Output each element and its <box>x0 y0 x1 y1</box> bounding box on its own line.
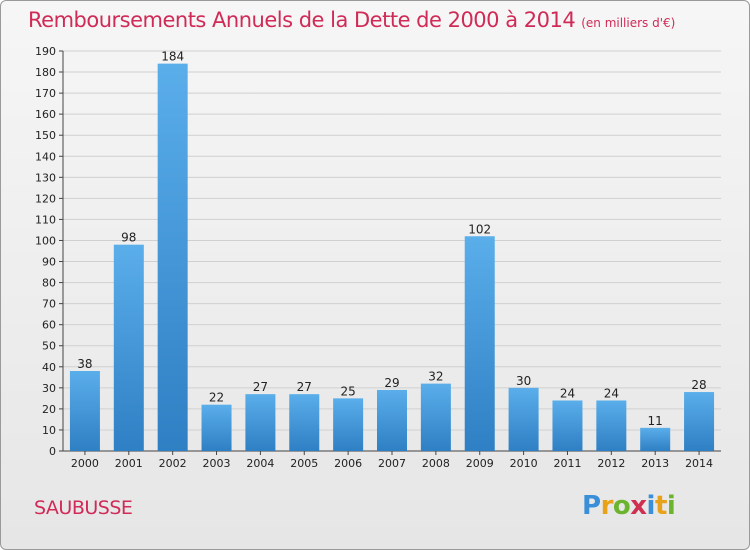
data-label: 27 <box>297 380 312 394</box>
logo-letter: P <box>582 491 601 521</box>
x-tick-label: 2008 <box>422 457 450 470</box>
logo-letter: t <box>654 491 667 521</box>
data-label: 25 <box>340 384 355 398</box>
y-tick-label: 0 <box>49 445 56 458</box>
labels: 2000 38 2001 98 2002 184 2003 22 2004 27 2005 27 200… <box>71 50 713 470</box>
data-label: 184 <box>161 50 184 64</box>
x-tick-label: 2010 <box>510 457 538 470</box>
data-label: 24 <box>560 386 575 400</box>
y-tick-label: 190 <box>35 45 56 58</box>
data-label: 98 <box>121 231 136 245</box>
y-tick-label: 180 <box>35 66 56 79</box>
x-tick-label: 2014 <box>685 457 713 470</box>
logo-letter: i <box>666 491 676 521</box>
y-tick-label: 40 <box>42 361 56 374</box>
data-label: 38 <box>77 357 92 371</box>
bar <box>552 400 583 451</box>
y-tick-label: 130 <box>35 171 56 184</box>
y-tick-label: 50 <box>42 340 56 353</box>
data-label: 28 <box>691 378 706 392</box>
bar <box>640 427 671 451</box>
chart-title: Remboursements Annuels de la Dette de 20… <box>28 8 675 32</box>
y-tick-label: 90 <box>42 256 56 269</box>
y-tick-label: 110 <box>35 213 56 226</box>
commune-name: SAUBUSSE <box>34 497 133 519</box>
proxiti-logo: Proxiti <box>582 491 676 521</box>
data-label: 11 <box>648 414 663 428</box>
logo-letter: o <box>612 491 631 521</box>
data-label: 32 <box>428 370 443 384</box>
x-tick-label: 2001 <box>115 457 143 470</box>
data-label: 27 <box>253 380 268 394</box>
x-tick-label: 2009 <box>466 457 494 470</box>
bar <box>684 392 715 451</box>
x-tick-label: 2011 <box>553 457 581 470</box>
y-tick-label: 60 <box>42 319 56 332</box>
bars <box>69 63 715 451</box>
bar <box>508 387 539 451</box>
y-tick-label: 120 <box>35 192 56 205</box>
x-tick-label: 2004 <box>246 457 274 470</box>
y-tick-label: 10 <box>42 424 56 437</box>
y-tick-label: 150 <box>35 129 56 142</box>
y-tick-label: 170 <box>35 87 56 100</box>
y-tick-label: 160 <box>35 108 56 121</box>
data-label: 29 <box>384 376 399 390</box>
data-label: 30 <box>516 374 531 388</box>
data-label: 22 <box>209 391 224 405</box>
y-tick-label: 20 <box>42 403 56 416</box>
y-tick-label: 30 <box>42 382 56 395</box>
logo-letter: r <box>600 491 614 521</box>
bar <box>596 400 627 451</box>
y-tick-label: 100 <box>35 234 56 247</box>
y-tick-label: 80 <box>42 277 56 290</box>
data-label: 102 <box>468 222 491 236</box>
bar <box>464 236 495 451</box>
bar <box>157 63 188 451</box>
bar <box>420 383 451 451</box>
x-tick-label: 2005 <box>290 457 318 470</box>
bar <box>377 389 407 451</box>
x-tick-label: 2003 <box>203 457 231 470</box>
logo-letter: x <box>630 491 647 521</box>
x-tick-label: 2012 <box>597 457 625 470</box>
bar <box>69 371 100 451</box>
x-tick-label: 2006 <box>334 457 362 470</box>
bar <box>113 244 144 451</box>
data-label: 24 <box>604 386 619 400</box>
chart-subtitle: (en milliers d'€) <box>581 16 676 30</box>
logo-letter: i <box>646 491 656 521</box>
x-tick-label: 2002 <box>159 457 187 470</box>
bar <box>245 394 276 451</box>
y-tick-label: 140 <box>35 150 56 163</box>
bar <box>333 398 364 451</box>
bar <box>289 394 320 451</box>
bar <box>201 404 232 451</box>
x-tick-label: 2013 <box>641 457 669 470</box>
x-tick-label: 2007 <box>378 457 406 470</box>
y-tick-label: 70 <box>42 298 56 311</box>
x-tick-label: 2000 <box>71 457 99 470</box>
chart-title-text: Remboursements Annuels de la Dette de 20… <box>28 8 576 32</box>
